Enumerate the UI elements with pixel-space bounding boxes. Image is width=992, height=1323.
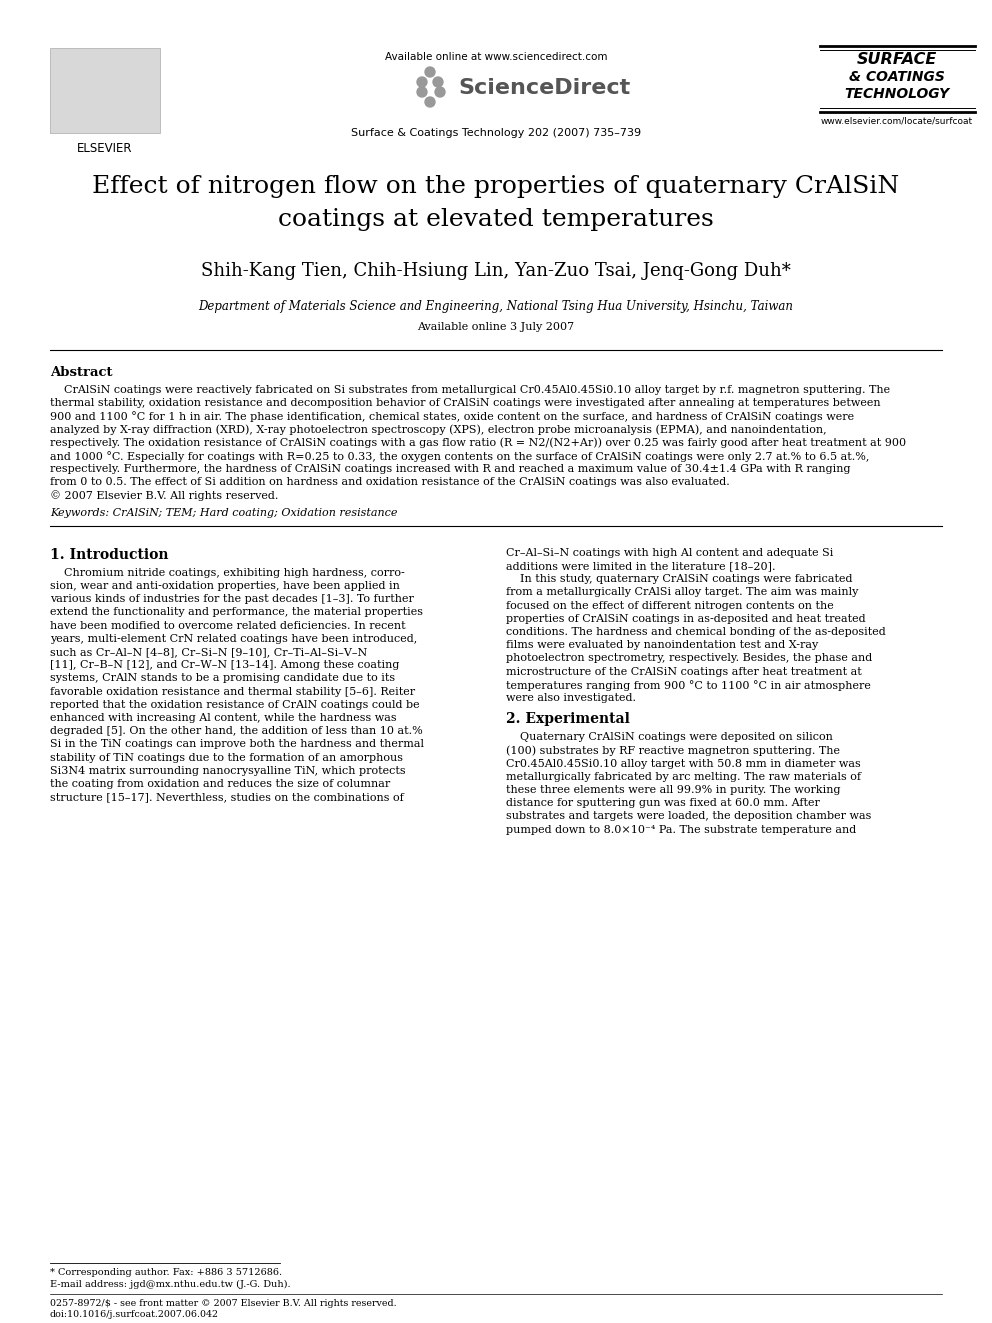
Text: Available online 3 July 2007: Available online 3 July 2007	[418, 321, 574, 332]
Text: sion, wear and anti-oxidation properties, have been applied in: sion, wear and anti-oxidation properties…	[50, 581, 400, 591]
Text: additions were limited in the literature [18–20].: additions were limited in the literature…	[506, 561, 776, 572]
Text: respectively. Furthermore, the hardness of CrAlSiN coatings increased with R and: respectively. Furthermore, the hardness …	[50, 464, 850, 474]
Text: www.elsevier.com/locate/surfcoat: www.elsevier.com/locate/surfcoat	[821, 116, 973, 124]
Circle shape	[433, 77, 443, 87]
Text: focused on the effect of different nitrogen contents on the: focused on the effect of different nitro…	[506, 601, 833, 611]
Text: have been modified to overcome related deficiencies. In recent: have been modified to overcome related d…	[50, 620, 406, 631]
Text: properties of CrAlSiN coatings in as-deposited and heat treated: properties of CrAlSiN coatings in as-dep…	[506, 614, 866, 624]
Text: metallurgically fabricated by arc melting. The raw materials of: metallurgically fabricated by arc meltin…	[506, 771, 861, 782]
Text: Department of Materials Science and Engineering, National Tsing Hua University, : Department of Materials Science and Engi…	[198, 300, 794, 314]
Text: ScienceDirect: ScienceDirect	[458, 78, 630, 98]
Circle shape	[425, 97, 435, 107]
Circle shape	[417, 77, 427, 87]
Bar	[50, 48, 160, 134]
Text: degraded [5]. On the other hand, the addition of less than 10 at.%: degraded [5]. On the other hand, the add…	[50, 726, 423, 736]
Text: CrAlSiN coatings were reactively fabricated on Si substrates from metallurgical : CrAlSiN coatings were reactively fabrica…	[50, 385, 890, 396]
Text: distance for sputtering gun was fixed at 60.0 mm. After: distance for sputtering gun was fixed at…	[506, 798, 819, 808]
Text: were also investigated.: were also investigated.	[506, 693, 636, 703]
Text: years, multi-element CrN related coatings have been introduced,: years, multi-element CrN related coating…	[50, 634, 418, 644]
Text: Abstract: Abstract	[50, 366, 112, 378]
Text: microstructure of the CrAlSiN coatings after heat treatment at: microstructure of the CrAlSiN coatings a…	[506, 667, 862, 676]
Text: In this study, quaternary CrAlSiN coatings were fabricated: In this study, quaternary CrAlSiN coatin…	[506, 574, 852, 585]
Text: 2. Experimental: 2. Experimental	[506, 712, 630, 726]
Text: & COATINGS: & COATINGS	[849, 70, 945, 83]
Text: reported that the oxidation resistance of CrAlN coatings could be: reported that the oxidation resistance o…	[50, 700, 420, 710]
Text: pumped down to 8.0×10⁻⁴ Pa. The substrate temperature and: pumped down to 8.0×10⁻⁴ Pa. The substrat…	[506, 824, 856, 835]
Text: SURFACE: SURFACE	[857, 52, 937, 67]
Circle shape	[435, 87, 445, 97]
Text: conditions. The hardness and chemical bonding of the as-deposited: conditions. The hardness and chemical bo…	[506, 627, 886, 636]
Text: respectively. The oxidation resistance of CrAlSiN coatings with a gas flow ratio: respectively. The oxidation resistance o…	[50, 438, 906, 448]
Circle shape	[425, 67, 435, 77]
Text: © 2007 Elsevier B.V. All rights reserved.: © 2007 Elsevier B.V. All rights reserved…	[50, 491, 279, 501]
Text: Si3N4 matrix surrounding nanocrysyalline TiN, which protects: Si3N4 matrix surrounding nanocrysyalline…	[50, 766, 406, 775]
Text: 900 and 1100 °C for 1 h in air. The phase identification, chemical states, oxide: 900 and 1100 °C for 1 h in air. The phas…	[50, 411, 854, 422]
Text: Effect of nitrogen flow on the properties of quaternary CrAlSiN: Effect of nitrogen flow on the propertie…	[92, 175, 900, 198]
Text: extend the functionality and performance, the material properties: extend the functionality and performance…	[50, 607, 423, 618]
Text: Chromium nitride coatings, exhibiting high hardness, corro-: Chromium nitride coatings, exhibiting hi…	[50, 568, 405, 578]
Text: Cr0.45Al0.45Si0.10 alloy target with 50.8 mm in diameter was: Cr0.45Al0.45Si0.10 alloy target with 50.…	[506, 758, 861, 769]
Text: Keywords: CrAlSiN; TEM; Hard coating; Oxidation resistance: Keywords: CrAlSiN; TEM; Hard coating; Ox…	[50, 508, 398, 517]
Text: Cr–Al–Si–N coatings with high Al content and adequate Si: Cr–Al–Si–N coatings with high Al content…	[506, 548, 833, 558]
Text: and 1000 °C. Especially for coatings with R=0.25 to 0.33, the oxygen contents on: and 1000 °C. Especially for coatings wit…	[50, 451, 869, 462]
Text: structure [15–17]. Neverthless, studies on the combinations of: structure [15–17]. Neverthless, studies …	[50, 792, 404, 802]
Text: Surface & Coatings Technology 202 (2007) 735–739: Surface & Coatings Technology 202 (2007)…	[351, 128, 641, 138]
Text: coatings at elevated temperatures: coatings at elevated temperatures	[278, 208, 714, 232]
Text: ELSEVIER: ELSEVIER	[77, 142, 133, 155]
Text: 0257-8972/$ - see front matter © 2007 Elsevier B.V. All rights reserved.: 0257-8972/$ - see front matter © 2007 El…	[50, 1299, 397, 1308]
Text: such as Cr–Al–N [4–8], Cr–Si–N [9–10], Cr–Ti–Al–Si–V–N: such as Cr–Al–N [4–8], Cr–Si–N [9–10], C…	[50, 647, 367, 658]
Text: Si in the TiN coatings can improve both the hardness and thermal: Si in the TiN coatings can improve both …	[50, 740, 424, 749]
Text: doi:10.1016/j.surfcoat.2007.06.042: doi:10.1016/j.surfcoat.2007.06.042	[50, 1310, 219, 1319]
Text: (100) substrates by RF reactive magnetron sputtering. The: (100) substrates by RF reactive magnetro…	[506, 745, 840, 755]
Text: [11], Cr–B–N [12], and Cr–W–N [13–14]. Among these coating: [11], Cr–B–N [12], and Cr–W–N [13–14]. A…	[50, 660, 400, 671]
Text: temperatures ranging from 900 °C to 1100 °C in air atmosphere: temperatures ranging from 900 °C to 1100…	[506, 680, 871, 691]
Text: analyzed by X-ray diffraction (XRD), X-ray photoelectron spectroscopy (XPS), ele: analyzed by X-ray diffraction (XRD), X-r…	[50, 425, 826, 435]
Text: various kinds of industries for the past decades [1–3]. To further: various kinds of industries for the past…	[50, 594, 414, 605]
Text: substrates and targets were loaded, the deposition chamber was: substrates and targets were loaded, the …	[506, 811, 871, 822]
Text: from 0 to 0.5. The effect of Si addition on hardness and oxidation resistance of: from 0 to 0.5. The effect of Si addition…	[50, 478, 730, 487]
Text: Shih-Kang Tien, Chih-Hsiung Lin, Yan-Zuo Tsai, Jenq-Gong Duh*: Shih-Kang Tien, Chih-Hsiung Lin, Yan-Zuo…	[201, 262, 791, 280]
Text: the coating from oxidation and reduces the size of columnar: the coating from oxidation and reduces t…	[50, 779, 390, 789]
Text: * Corresponding author. Fax: +886 3 5712686.: * Corresponding author. Fax: +886 3 5712…	[50, 1267, 282, 1277]
Text: from a metallurgically CrAlSi alloy target. The aim was mainly: from a metallurgically CrAlSi alloy targ…	[506, 587, 858, 598]
Text: photoelectron spectrometry, respectively. Besides, the phase and: photoelectron spectrometry, respectively…	[506, 654, 872, 663]
Text: favorable oxidation resistance and thermal stability [5–6]. Reiter: favorable oxidation resistance and therm…	[50, 687, 415, 697]
Text: E-mail address: jgd@mx.nthu.edu.tw (J.-G. Duh).: E-mail address: jgd@mx.nthu.edu.tw (J.-G…	[50, 1279, 291, 1289]
Text: 1. Introduction: 1. Introduction	[50, 548, 169, 562]
Text: Quaternary CrAlSiN coatings were deposited on silicon: Quaternary CrAlSiN coatings were deposit…	[506, 732, 833, 742]
Text: TECHNOLOGY: TECHNOLOGY	[844, 87, 949, 101]
Circle shape	[417, 87, 427, 97]
Text: systems, CrAlN stands to be a promising candidate due to its: systems, CrAlN stands to be a promising …	[50, 673, 395, 684]
Text: these three elements were all 99.9% in purity. The working: these three elements were all 99.9% in p…	[506, 785, 840, 795]
Text: stability of TiN coatings due to the formation of an amorphous: stability of TiN coatings due to the for…	[50, 753, 403, 762]
Text: thermal stability, oxidation resistance and decomposition behavior of CrAlSiN co: thermal stability, oxidation resistance …	[50, 398, 881, 409]
Text: Available online at www.sciencedirect.com: Available online at www.sciencedirect.co…	[385, 52, 607, 62]
Text: enhanced with increasing Al content, while the hardness was: enhanced with increasing Al content, whi…	[50, 713, 397, 722]
Text: films were evaluated by nanoindentation test and X-ray: films were evaluated by nanoindentation …	[506, 640, 818, 650]
